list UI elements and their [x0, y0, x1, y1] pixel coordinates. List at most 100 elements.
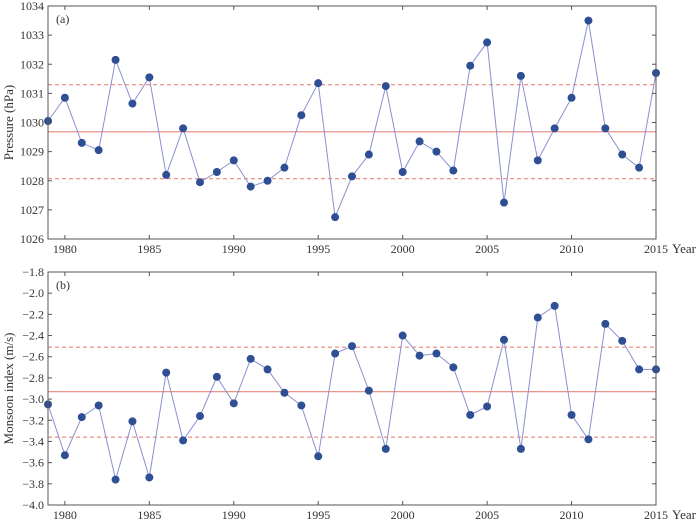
- x-tick-label: 1985: [137, 242, 161, 256]
- data-point-1980: [60, 451, 69, 460]
- data-point-2014: [635, 163, 644, 172]
- data-point-2011: [584, 435, 593, 444]
- y-tick-label: −4.0: [22, 498, 44, 512]
- data-point-1997: [348, 342, 356, 351]
- data-point-2007: [516, 71, 525, 80]
- x-tick-label: 2015: [644, 508, 668, 520]
- x-tick-label: 1990: [222, 242, 246, 256]
- data-point-1989: [212, 372, 221, 381]
- panel-b: −4.0 −3.8 −3.6 −3.4 −3.2 −3.0 −2.8 −2.6 −2.4 −2.2…: [1, 265, 697, 520]
- data-point-2008: [533, 156, 542, 165]
- data-point-2003: [449, 166, 458, 175]
- data-point-2000: [398, 168, 407, 177]
- data-point-1995: [314, 452, 323, 461]
- y-tick-label: −3.8: [22, 477, 44, 491]
- x-tick-label: 2010: [560, 242, 584, 256]
- data-point-2013: [618, 336, 627, 345]
- data-point-2001: [415, 137, 424, 146]
- y-tick-label: 1029: [20, 145, 44, 159]
- data-point-1992: [263, 365, 272, 374]
- x-tick-label: 1980: [53, 242, 77, 256]
- y-tick-label: −3.4: [22, 434, 44, 448]
- data-point-1998: [364, 386, 373, 395]
- data-point-1999: [381, 444, 390, 453]
- data-point-1988: [196, 412, 204, 421]
- data-point-1985: [145, 473, 154, 482]
- x-tick-label: 2005: [475, 508, 499, 520]
- data-point-1992: [263, 176, 272, 185]
- data-point-2005: [483, 38, 492, 47]
- data-point-1991: [246, 354, 255, 363]
- x-tick-label: 1980: [53, 508, 77, 520]
- panel-label: (a): [56, 12, 69, 26]
- data-point-2003: [449, 363, 458, 372]
- panel-label: (b): [56, 278, 70, 292]
- series-line: [47, 20, 657, 220]
- y-tick-label: −2.8: [22, 371, 44, 385]
- data-point-1985: [145, 73, 154, 82]
- data-point-1990: [229, 156, 238, 165]
- plot-frame: [47, 5, 657, 240]
- y-tick-label: 1028: [20, 174, 44, 188]
- x-tick-label: 1990: [222, 508, 246, 520]
- x-tick-label: 2010: [560, 508, 584, 520]
- data-point-1988: [196, 178, 204, 187]
- data-point-1997: [348, 172, 356, 181]
- data-point-1983: [111, 475, 120, 484]
- x-tick-label: 1995: [306, 508, 330, 520]
- x-tick-label: 1995: [306, 242, 330, 256]
- data-point-1980: [60, 93, 69, 102]
- plot-frame: [47, 271, 657, 506]
- y-axis-label: Pressure (hPa): [1, 85, 16, 160]
- x-axis-label: Year: [672, 241, 697, 256]
- data-point-2007: [516, 444, 525, 453]
- x-tick-label: 2000: [391, 508, 415, 520]
- data-point-2005: [483, 402, 492, 411]
- series-line: [47, 305, 656, 480]
- x-tick-label: 2000: [391, 242, 415, 256]
- data-point-1982: [94, 401, 103, 410]
- data-point-2009: [550, 124, 559, 133]
- y-tick-label: −2.0: [22, 286, 44, 300]
- data-point-1981: [77, 413, 86, 422]
- y-tick-label: −2.4: [22, 329, 44, 343]
- panel-a: 1026 1027 1028 1029 1030 1031 1032 1033 1034 1980…: [1, 0, 697, 256]
- y-axis-label: Monsoon index (m/s): [1, 333, 16, 445]
- data-point-1982: [94, 146, 103, 155]
- data-point-1995: [314, 79, 323, 88]
- data-point-1998: [364, 150, 373, 159]
- data-point-1999: [381, 82, 390, 91]
- data-point-1986: [162, 368, 171, 377]
- data-point-1996: [331, 213, 340, 222]
- y-tick-label: 1033: [20, 28, 44, 42]
- data-point-2012: [601, 319, 610, 328]
- data-point-1984: [128, 99, 137, 108]
- y-tick-label: 1032: [20, 57, 44, 71]
- data-point-2006: [500, 335, 508, 344]
- y-tick-label: −3.0: [22, 392, 44, 406]
- data-point-1991: [246, 182, 255, 191]
- x-tick-label: 2005: [475, 242, 499, 256]
- data-point-1987: [179, 436, 188, 445]
- data-point-2002: [432, 349, 441, 358]
- data-point-1989: [212, 168, 221, 177]
- x-axis-label: Year: [672, 507, 697, 520]
- data-point-2009: [550, 301, 559, 310]
- data-point-1993: [280, 163, 289, 172]
- data-point-1984: [128, 417, 137, 426]
- y-tick-label: 1030: [20, 116, 44, 130]
- data-point-1986: [162, 170, 171, 179]
- data-point-2010: [567, 93, 576, 102]
- y-tick-label: 1027: [20, 203, 44, 217]
- data-point-2008: [533, 313, 542, 322]
- y-tick-label: 1034: [20, 0, 44, 13]
- data-point-2013: [618, 150, 627, 159]
- data-point-1993: [280, 388, 289, 397]
- data-point-2006: [500, 198, 508, 207]
- data-point-2004: [466, 61, 475, 70]
- y-tick-label: −3.6: [22, 456, 44, 470]
- data-point-1994: [297, 111, 306, 120]
- data-point-1983: [111, 55, 120, 64]
- data-point-2011: [584, 16, 593, 25]
